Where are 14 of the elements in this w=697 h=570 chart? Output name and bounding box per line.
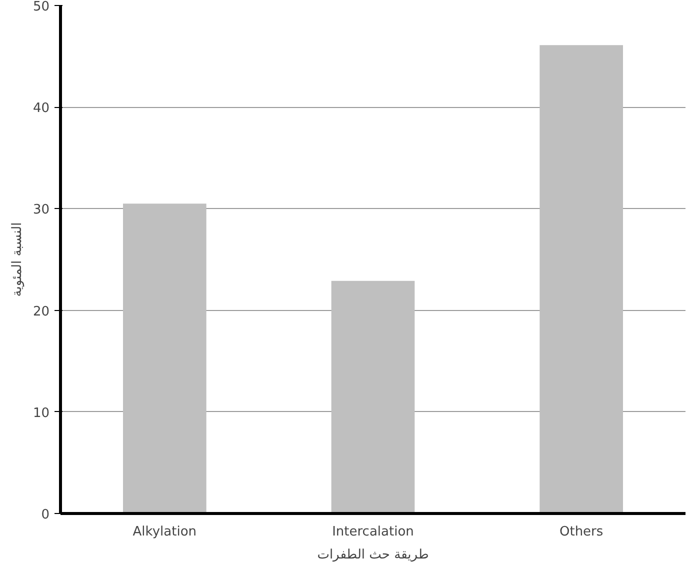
y-tick-label: 0	[41, 508, 50, 522]
y-tick-label: 30	[32, 202, 50, 218]
y-tick-label: 50	[32, 0, 50, 14]
bar	[540, 45, 623, 514]
x-tick-label: Others	[559, 524, 604, 540]
y-axis-title: النسبة المئوية	[10, 222, 25, 297]
bar	[123, 204, 206, 514]
x-axis-title: طريقة حث الطفرات	[317, 548, 429, 562]
bar	[331, 280, 415, 514]
y-tick-label: 40	[32, 101, 50, 116]
x-tick-label: Alkylation	[132, 524, 197, 540]
x-tick-label: Intercalation	[332, 524, 414, 540]
y-tick-label: 20	[32, 304, 50, 320]
y-tick-label: 10	[32, 406, 50, 421]
